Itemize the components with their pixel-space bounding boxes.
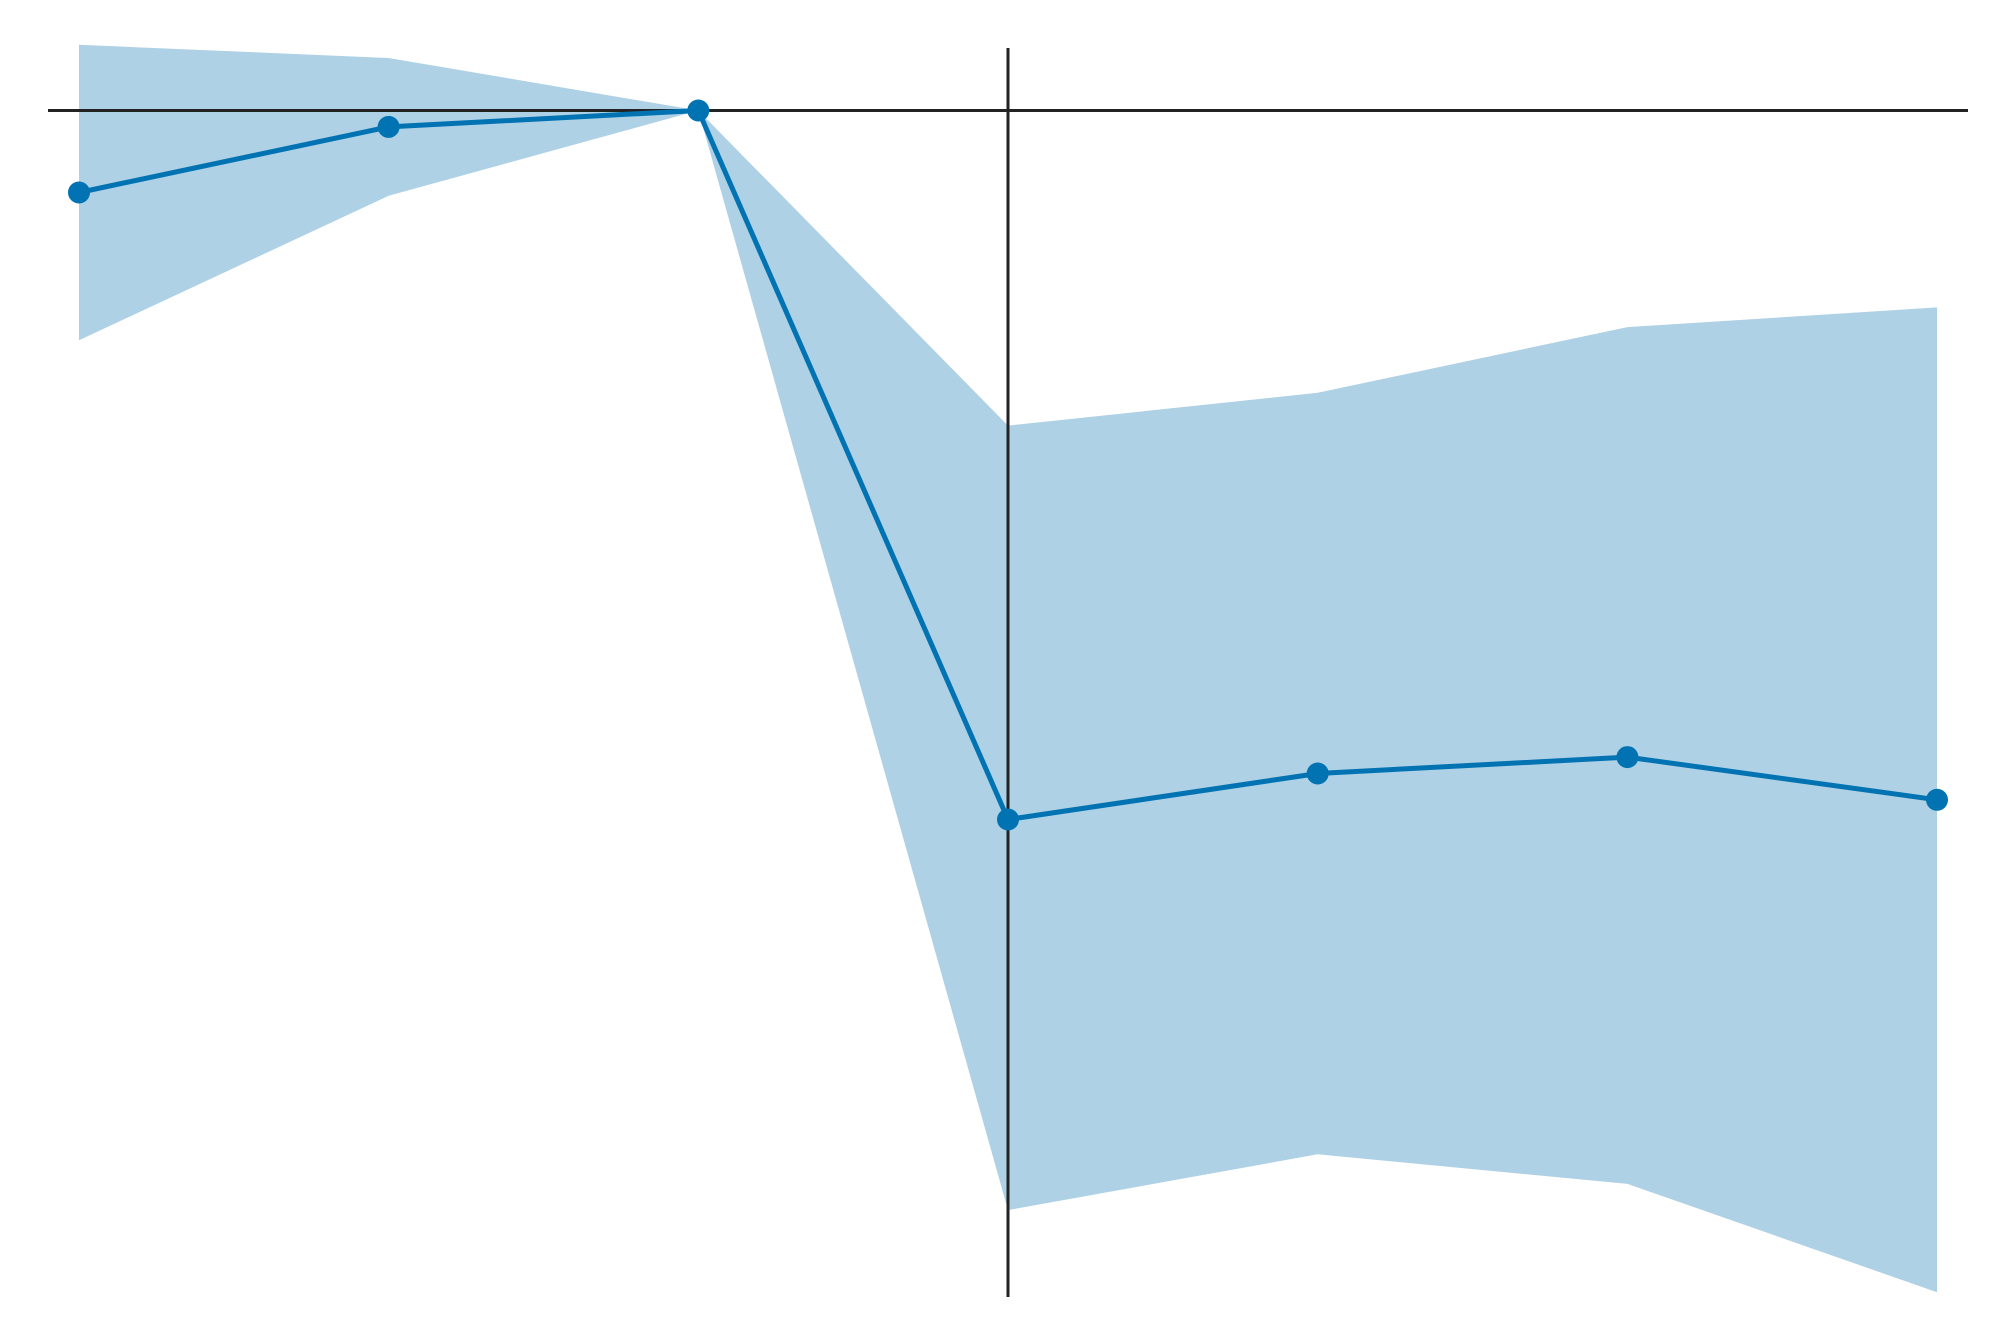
data-point bbox=[377, 115, 400, 138]
reference-lines-layer bbox=[48, 48, 1968, 1297]
data-point bbox=[1616, 746, 1639, 769]
data-point bbox=[1306, 762, 1329, 785]
series-points-layer bbox=[68, 99, 1948, 831]
data-point bbox=[687, 99, 710, 122]
data-point bbox=[1926, 788, 1948, 811]
data-point bbox=[997, 808, 1019, 831]
data-point bbox=[68, 181, 90, 204]
